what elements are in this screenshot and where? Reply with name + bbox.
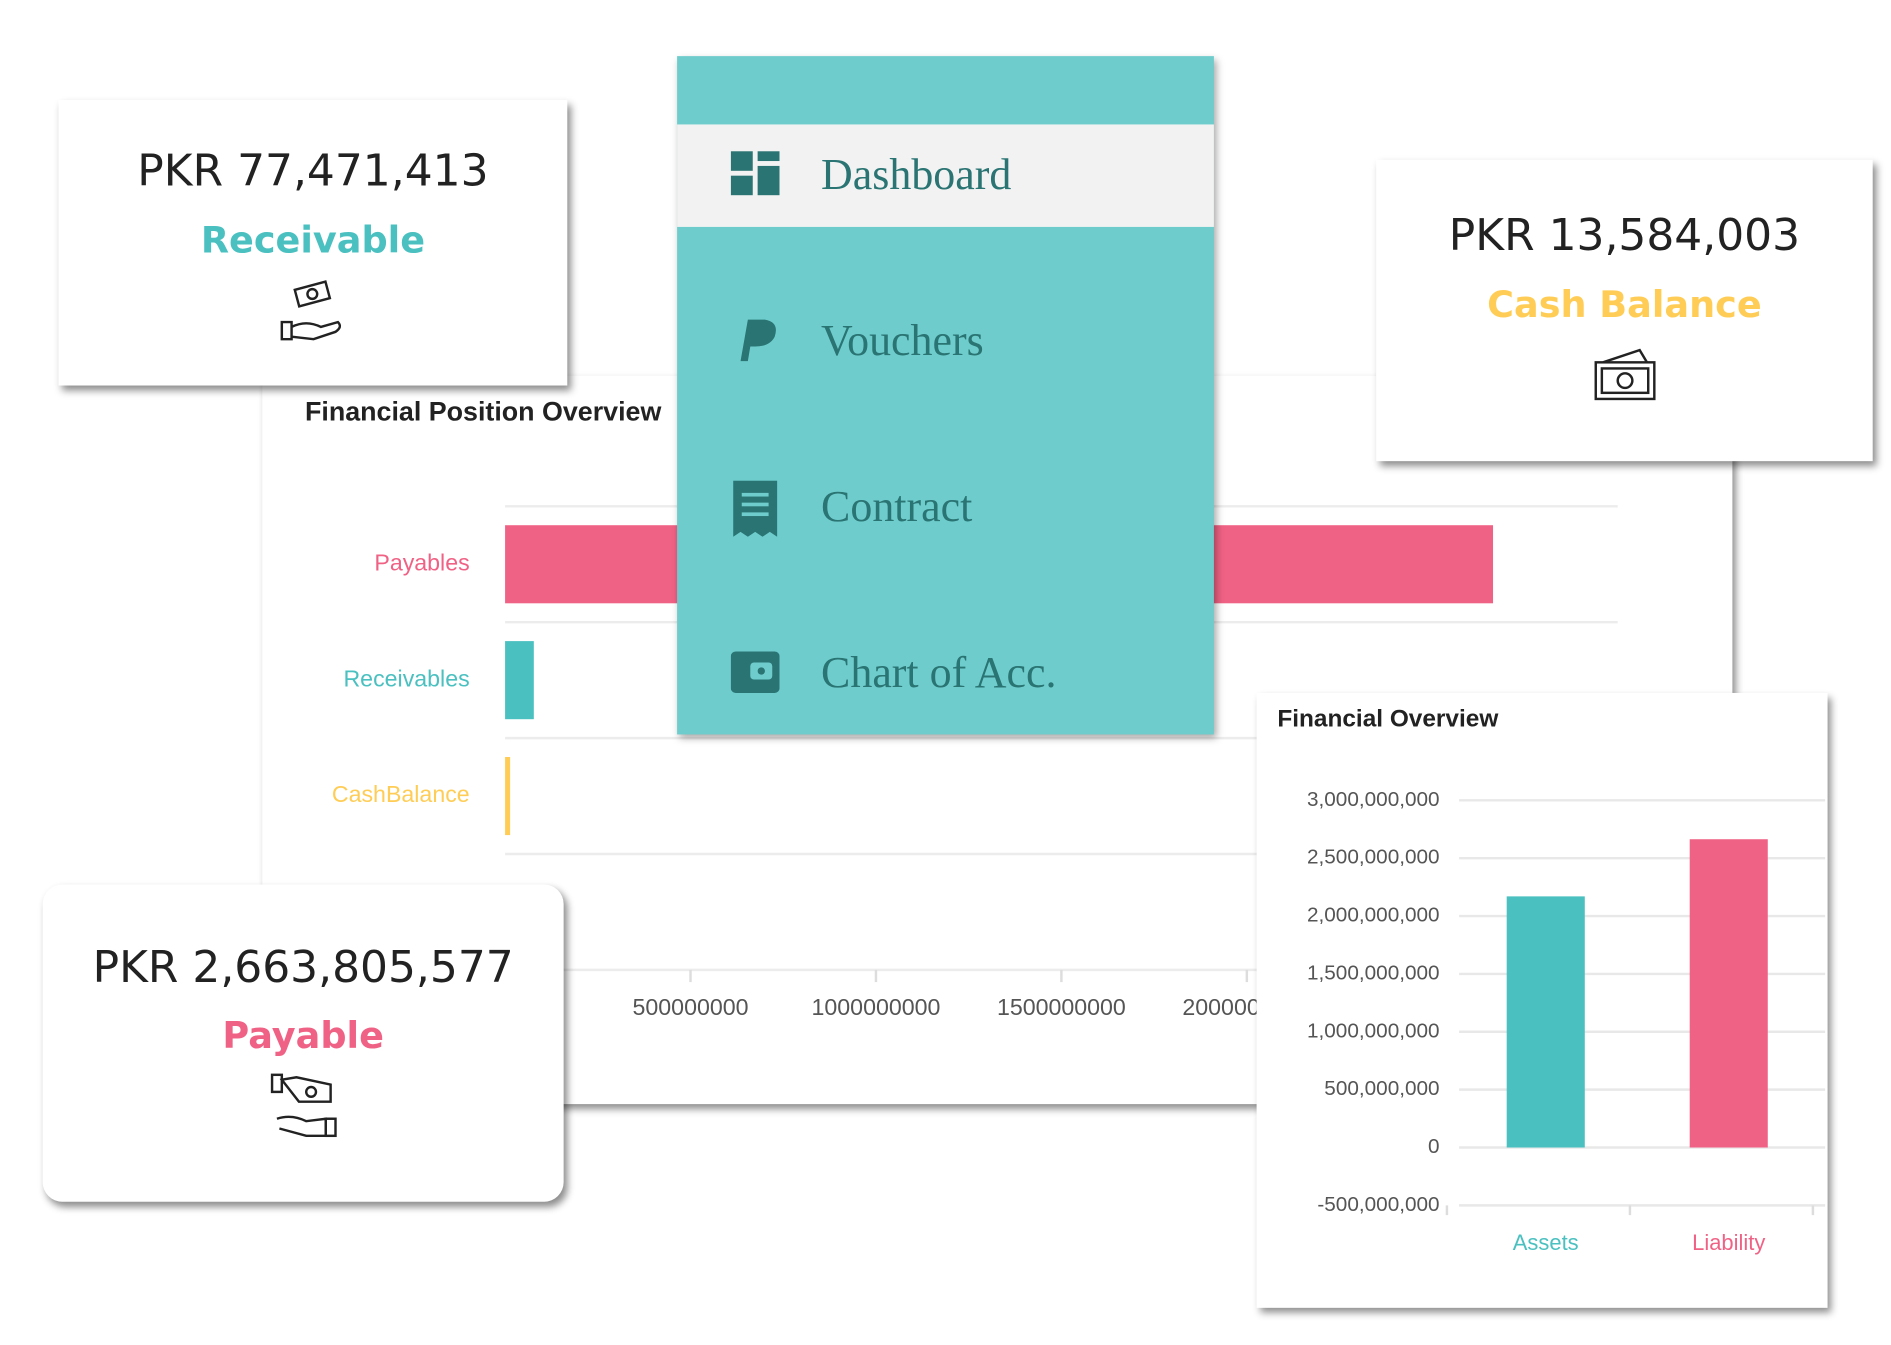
icon [733,480,778,537]
payable-card: PKR 2,663,805,577 Payable [42,884,564,1202]
menu-item[interactable]: Chart of Acc. [677,622,1214,724]
x-tick-label: 1000000000 [812,994,941,1020]
y-tick-label: 1,500,000,000 [1307,961,1440,984]
icon [740,319,776,362]
menu-item[interactable]: Vouchers [677,290,1214,392]
chart-title: Financial Position Overview [305,397,661,427]
menu-item[interactable]: Dashboard [677,124,1214,227]
bar [505,757,511,836]
y-tick-label: 3,000,000,000 [1307,788,1440,811]
icon [279,280,341,341]
x-tick-label: Liability [1692,1230,1765,1255]
card-amount: PKR 77,471,413 [137,146,489,197]
bar [1506,896,1585,1148]
overview-chart: Financial Overview -500,000,000 0 500,000,… [1256,692,1828,1308]
y-tick-label: 2,500,000,000 [1307,846,1440,869]
menu-label: Dashboard [821,150,1012,199]
y-tick-label: 500,000,000 [1324,1077,1439,1100]
icon [270,1073,337,1138]
menu-label: Chart of Acc. [821,647,1057,697]
x-tick-label: 500000000 [633,994,749,1020]
category-label: Payables [374,549,469,575]
side-menu: Dashboard Vouchers Contract Chart of Acc… [677,56,1214,735]
menu-label: Contract [821,481,973,531]
category-label: CashBalance [332,781,470,807]
cash-card: PKR 13,584,003 Cash Balance [1376,159,1873,462]
y-tick-label: 0 [1428,1135,1440,1158]
y-tick-label: 1,000,000,000 [1307,1019,1440,1042]
card-label: Payable [222,1015,384,1058]
card-amount: PKR 2,663,805,577 [92,943,514,994]
menu-item[interactable]: Contract [677,456,1214,558]
x-tick-label: Assets [1513,1230,1579,1255]
card-label: Receivable [200,219,426,263]
x-tick-label: 1500000000 [997,994,1126,1020]
icon [730,151,780,196]
icon [730,651,780,693]
chart-title: Financial Overview [1277,705,1499,732]
bar [1689,839,1768,1148]
card-amount: PKR 13,584,003 [1448,211,1801,262]
y-tick-label: 2,000,000,000 [1307,904,1440,927]
y-tick-label: -500,000,000 [1317,1193,1439,1216]
receivable-card: PKR 77,471,413 Receivable [58,100,568,386]
bar [505,641,534,720]
card-label: Cash Balance [1487,284,1762,327]
menu-label: Vouchers [821,315,984,365]
icon [1593,348,1655,401]
category-label: Receivables [343,665,469,691]
